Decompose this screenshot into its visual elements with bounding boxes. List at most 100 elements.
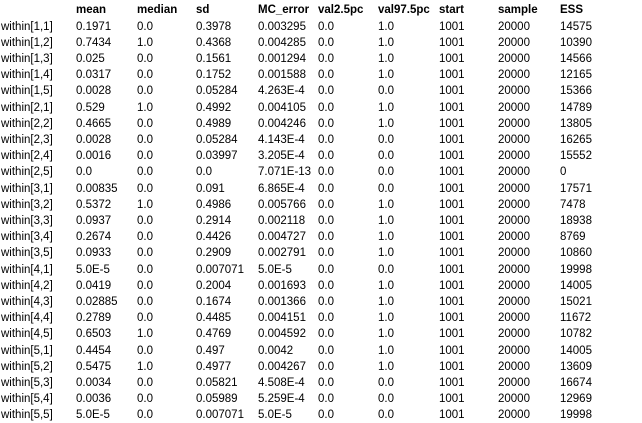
cell-start: 1001 bbox=[439, 20, 465, 33]
cell-val97-5pc: 0.0 bbox=[378, 150, 394, 163]
cell-val2-5pc: 0.0 bbox=[318, 344, 334, 357]
cell-sd: 0.497 bbox=[196, 344, 225, 357]
cell-node: within[4,2] bbox=[1, 279, 53, 292]
cell-mean: 0.02885 bbox=[76, 295, 118, 308]
cell-sd: 0.007071 bbox=[196, 263, 244, 276]
cell-val2-5pc: 0.0 bbox=[318, 52, 334, 65]
cell-ess: 7478 bbox=[560, 198, 586, 211]
cell-sd: 0.1674 bbox=[196, 295, 232, 308]
cell-start: 1001 bbox=[439, 117, 465, 130]
cell-start: 1001 bbox=[439, 69, 465, 82]
table-row: within[4,3] 0.02885 0.0 0.1674 0.001366 0.0 1.… bbox=[0, 294, 642, 310]
cell-node: within[3,4] bbox=[1, 231, 53, 244]
table-row: within[3,4] 0.2674 0.0 0.4426 0.004727 0.0 1.0… bbox=[0, 229, 642, 245]
cell-mean: 0.0933 bbox=[76, 247, 112, 260]
cell-sample: 20000 bbox=[498, 36, 530, 49]
cell-val2-5pc: 0.0 bbox=[318, 20, 334, 33]
cell-mc-error: 5.259E-4 bbox=[258, 393, 305, 406]
cell-sd: 0.4977 bbox=[196, 360, 232, 373]
cell-val2-5pc: 0.0 bbox=[318, 409, 334, 422]
cell-node: within[3,1] bbox=[1, 182, 53, 195]
cell-ess: 10782 bbox=[560, 328, 592, 341]
cell-sample: 20000 bbox=[498, 295, 530, 308]
cell-mean: 5.0E-5 bbox=[76, 409, 110, 422]
cell-val2-5pc: 0.0 bbox=[318, 101, 334, 114]
cell-val97-5pc: 0.0 bbox=[378, 182, 394, 195]
cell-val97-5pc: 1.0 bbox=[378, 231, 394, 244]
table-row: within[5,3] 0.0034 0.0 0.05821 4.508E-4 0.0 0.… bbox=[0, 375, 642, 391]
cell-sd: 0.2914 bbox=[196, 214, 232, 227]
cell-sample: 20000 bbox=[498, 247, 530, 260]
cell-start: 1001 bbox=[439, 247, 465, 260]
cell-val97-5pc: 0.0 bbox=[378, 166, 394, 179]
cell-ess: 15366 bbox=[560, 85, 592, 98]
cell-median: 1.0 bbox=[137, 328, 153, 341]
cell-val2-5pc: 0.0 bbox=[318, 85, 334, 98]
cell-node: within[2,3] bbox=[1, 133, 53, 146]
header-median: median bbox=[137, 4, 178, 16]
cell-ess: 19998 bbox=[560, 263, 592, 276]
cell-mc-error: 0.001366 bbox=[258, 295, 306, 308]
cell-mc-error: 5.0E-5 bbox=[258, 263, 292, 276]
cell-val2-5pc: 0.0 bbox=[318, 295, 334, 308]
header-val2-5pc: val2.5pc bbox=[318, 4, 364, 16]
cell-val97-5pc: 1.0 bbox=[378, 52, 394, 65]
table-row: within[1,3] 0.025 0.0 0.1561 0.001294 0.0 1.0 1… bbox=[0, 51, 642, 67]
cell-sample: 20000 bbox=[498, 231, 530, 244]
cell-mc-error: 0.004592 bbox=[258, 328, 306, 341]
cell-median: 1.0 bbox=[137, 360, 153, 373]
cell-val2-5pc: 0.0 bbox=[318, 150, 334, 163]
cell-mc-error: 0.004267 bbox=[258, 360, 306, 373]
cell-ess: 13609 bbox=[560, 360, 592, 373]
cell-start: 1001 bbox=[439, 133, 465, 146]
cell-sd: 0.4426 bbox=[196, 231, 232, 244]
cell-node: within[3,5] bbox=[1, 247, 53, 260]
cell-median: 0.0 bbox=[137, 214, 153, 227]
cell-sd: 0.05989 bbox=[196, 393, 238, 406]
cell-sd: 0.2909 bbox=[196, 247, 232, 260]
cell-val97-5pc: 0.0 bbox=[378, 263, 394, 276]
cell-mean: 0.0028 bbox=[76, 133, 112, 146]
cell-node: within[5,5] bbox=[1, 409, 53, 422]
cell-node: within[1,1] bbox=[1, 20, 53, 33]
cell-val97-5pc: 1.0 bbox=[378, 295, 394, 308]
cell-start: 1001 bbox=[439, 376, 465, 389]
cell-start: 1001 bbox=[439, 263, 465, 276]
cell-mean: 0.5475 bbox=[76, 360, 112, 373]
cell-node: within[2,4] bbox=[1, 150, 53, 163]
cell-start: 1001 bbox=[439, 409, 465, 422]
cell-median: 0.0 bbox=[137, 344, 153, 357]
table-row: within[5,5] 5.0E-5 0.0 0.007071 5.0E-5 0.0 0.0… bbox=[0, 407, 642, 423]
cell-start: 1001 bbox=[439, 101, 465, 114]
cell-sd: 0.2004 bbox=[196, 279, 232, 292]
cell-val97-5pc: 1.0 bbox=[378, 279, 394, 292]
cell-ess: 14005 bbox=[560, 344, 592, 357]
cell-start: 1001 bbox=[439, 166, 465, 179]
cell-sample: 20000 bbox=[498, 312, 530, 325]
cell-start: 1001 bbox=[439, 279, 465, 292]
cell-mc-error: 3.205E-4 bbox=[258, 150, 305, 163]
cell-mc-error: 0.004151 bbox=[258, 312, 306, 325]
cell-mean: 0.5372 bbox=[76, 198, 112, 211]
cell-val2-5pc: 0.0 bbox=[318, 393, 334, 406]
cell-start: 1001 bbox=[439, 312, 465, 325]
cell-sd: 0.4485 bbox=[196, 312, 232, 325]
cell-median: 0.0 bbox=[137, 182, 153, 195]
cell-median: 0.0 bbox=[137, 20, 153, 33]
cell-ess: 16265 bbox=[560, 133, 592, 146]
header-start: start bbox=[439, 4, 464, 16]
cell-node: within[3,2] bbox=[1, 198, 53, 211]
cell-median: 0.0 bbox=[137, 150, 153, 163]
cell-sd: 0.007071 bbox=[196, 409, 244, 422]
cell-mean: 0.0317 bbox=[76, 69, 112, 82]
table-row: within[4,1] 5.0E-5 0.0 0.007071 5.0E-5 0.0 0.0… bbox=[0, 262, 642, 278]
cell-val97-5pc: 1.0 bbox=[378, 69, 394, 82]
cell-start: 1001 bbox=[439, 52, 465, 65]
cell-node: within[5,1] bbox=[1, 344, 53, 357]
cell-sample: 20000 bbox=[498, 20, 530, 33]
table-row: within[2,4] 0.0016 0.0 0.03997 3.205E-4 0.0 0.… bbox=[0, 148, 642, 164]
cell-val2-5pc: 0.0 bbox=[318, 36, 334, 49]
cell-mc-error: 0.005766 bbox=[258, 198, 306, 211]
cell-mean: 0.0937 bbox=[76, 214, 112, 227]
cell-median: 1.0 bbox=[137, 36, 153, 49]
